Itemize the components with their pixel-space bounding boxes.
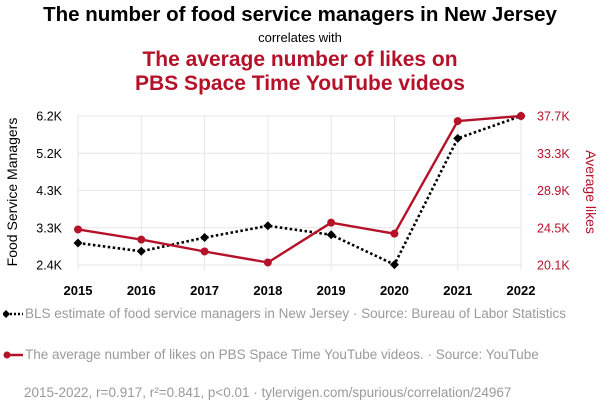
chart-footer: 2015-2022, r=0.917, r²=0.841, p<0.01 · t… <box>24 385 512 400</box>
x-tick-2017: 2017 <box>190 283 219 298</box>
y-tick-left-4: 6.2K <box>36 110 62 124</box>
y-tick-left-2: 4.3K <box>36 184 62 198</box>
y-axis-label-right: Average likes <box>583 150 599 234</box>
y-tick-right-3: 33.3K <box>537 147 570 161</box>
y-tick-left-0: 2.4K <box>36 259 62 273</box>
point-likes-2020 <box>390 229 399 238</box>
x-tick-2015: 2015 <box>64 283 93 298</box>
point-managers-2019 <box>326 230 336 240</box>
chart-title: The number of food service managers in N… <box>43 3 557 26</box>
point-likes-2015 <box>74 225 82 234</box>
point-likes-2019 <box>327 218 336 227</box>
y-axis-label-left: Food Service Managers <box>4 118 20 267</box>
x-tick-2018: 2018 <box>253 283 282 298</box>
y-tick-right-4: 37.7K <box>537 110 570 124</box>
legend-swatch-likes <box>3 351 23 359</box>
point-likes-2016 <box>137 235 146 244</box>
point-managers-2016 <box>136 246 146 256</box>
x-tick-2022: 2022 <box>507 283 536 298</box>
x-tick-2016: 2016 <box>127 283 156 298</box>
series-layer <box>73 111 526 270</box>
legend-label-managers: BLS estimate of food service managers in… <box>25 306 567 321</box>
y-tick-right-2: 28.9K <box>537 184 570 198</box>
tick-layer: 2.4K 20.1K 3.3K 24.5K 4.3K 28.9K 5.2K 33.3K 6.2K… <box>36 110 570 299</box>
legend-swatch-managers <box>3 310 23 318</box>
y-tick-right-1: 24.5K <box>537 221 570 235</box>
point-managers-2017 <box>200 233 210 243</box>
x-tick-2019: 2019 <box>317 283 346 298</box>
point-managers-2018 <box>263 221 273 231</box>
series-line-likes <box>77 114 522 264</box>
chart-svg: The number of food service managers in N… <box>4 3 599 299</box>
legend-item-managers: BLS estimate of food service managers in… <box>3 305 593 322</box>
chart-connector: correlates with <box>258 30 342 45</box>
chart-subtitle-line-1: The average number of likes on <box>142 48 457 71</box>
legend-item-likes: The average number of likes on PBS Space… <box>3 346 593 363</box>
point-managers-2020 <box>389 260 399 270</box>
point-likes-2017 <box>200 247 209 256</box>
point-likes-2022 <box>517 112 525 120</box>
point-likes-2021 <box>453 117 462 126</box>
point-likes-2018 <box>263 258 272 267</box>
legend-label-likes: The average number of likes on PBS Space… <box>25 347 539 362</box>
y-tick-right-0: 20.1K <box>537 259 570 273</box>
y-tick-left-1: 3.3K <box>36 221 62 235</box>
chart-subtitle-line-2: PBS Space Time YouTube videos <box>135 72 465 95</box>
x-tick-2021: 2021 <box>443 283 472 298</box>
point-managers-2021 <box>453 133 463 143</box>
x-tick-2020: 2020 <box>380 283 409 298</box>
y-tick-left-3: 5.2K <box>36 147 62 161</box>
point-managers-2015 <box>73 238 83 248</box>
